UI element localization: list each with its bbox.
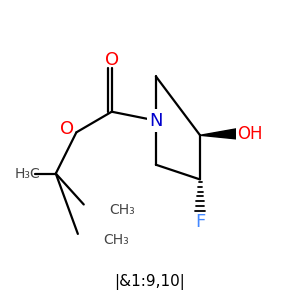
Text: OH: OH xyxy=(237,125,263,143)
Text: O: O xyxy=(61,120,75,138)
Text: |&1:9,10|: |&1:9,10| xyxy=(115,274,185,290)
Polygon shape xyxy=(200,128,239,139)
Text: F: F xyxy=(195,213,205,231)
Text: CH₃: CH₃ xyxy=(109,203,134,218)
Text: H₃C: H₃C xyxy=(15,167,40,181)
Text: CH₃: CH₃ xyxy=(103,233,129,247)
Text: N: N xyxy=(149,112,163,130)
Text: O: O xyxy=(105,51,119,69)
